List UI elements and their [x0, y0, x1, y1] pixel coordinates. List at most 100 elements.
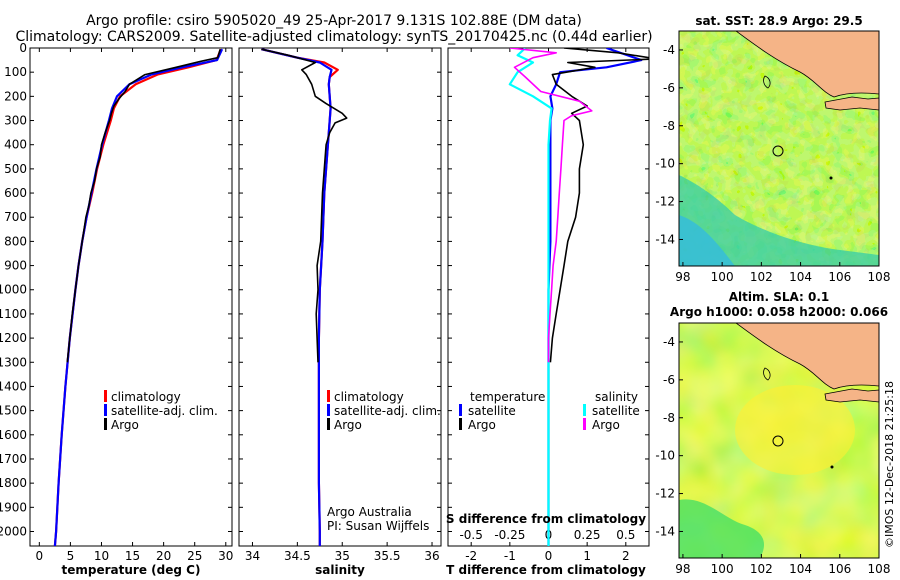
legend-swatch-argo — [459, 418, 462, 430]
lon-tick-label: 108 — [868, 270, 891, 284]
legend-swatch-satellite — [104, 404, 107, 416]
difference-legend: temperature satellite Argo salinity sate… — [459, 390, 640, 432]
x-tick-label: 34.5 — [284, 549, 311, 563]
s-diff-tick-label: -0.25 — [494, 528, 525, 542]
x-tick-label: 5 — [67, 549, 75, 563]
series-line-argo-salinity — [509, 48, 593, 363]
legend-label-argo: Argo — [111, 418, 139, 432]
x-tick-label: 20 — [156, 549, 171, 563]
sst-map — [679, 31, 879, 266]
lat-tick-label: -8 — [663, 411, 675, 425]
depth-axis: 0 100 200 300 400 500 600 700 800 900 1000 1100 1200… — [0, 41, 649, 538]
sla-map-title-line1: Altim. SLA: 0.1 — [729, 290, 830, 304]
depth-tick-label: 300 — [4, 114, 27, 128]
lon-tick-label: 104 — [789, 270, 812, 284]
series-line-climatology — [261, 48, 339, 546]
series-line-satellite-salinity — [508, 48, 553, 546]
series-line-satellite-adj-clim- — [261, 48, 333, 546]
series-line-satellite-adj-clim- — [53, 48, 224, 546]
series-line-argo — [66, 48, 221, 363]
lon-tick-label: 108 — [868, 562, 891, 576]
lat-tick-label: -10 — [655, 157, 675, 171]
x-tick-label: 1 — [583, 549, 591, 563]
depth-tick-label: 700 — [4, 210, 27, 224]
salinity-x-axis: 34 34.5 35 35.5 36 — [245, 48, 440, 563]
sla-low-region — [679, 499, 765, 558]
lon-tick-label: 100 — [711, 270, 734, 284]
legend-title-temperature: temperature — [470, 390, 545, 404]
java-landmass — [824, 388, 879, 403]
depth-tick-label: 1400 — [0, 379, 27, 393]
x-tick-label: -1 — [504, 549, 516, 563]
x-tick-label: 25 — [187, 549, 202, 563]
legend-swatch-climatology — [104, 390, 107, 402]
island-dot — [830, 465, 834, 469]
depth-tick-label: 900 — [4, 259, 27, 273]
sla-map-frame — [678, 322, 880, 559]
attribution-line1: Argo Australia — [327, 505, 412, 519]
legend-swatch-satellite — [327, 404, 330, 416]
difference-series-group — [508, 48, 649, 546]
sla-map — [679, 323, 879, 558]
lon-tick-label: 102 — [750, 270, 773, 284]
x-tick-label: 36 — [424, 549, 439, 563]
x-tick-label: 34 — [245, 549, 260, 563]
x-tick-label: 35 — [335, 549, 350, 563]
x-tick-label: 15 — [125, 549, 140, 563]
lat-tick-label: -12 — [655, 195, 675, 209]
depth-tick-label: 600 — [4, 186, 27, 200]
lon-tick-label: 98 — [675, 270, 690, 284]
salinity-series-group — [261, 48, 348, 546]
depth-tick-label: 0 — [19, 41, 27, 55]
lat-tick-label: -6 — [663, 373, 675, 387]
salinity-panel-frame — [238, 47, 442, 547]
legend-swatch-satellite — [459, 404, 462, 416]
sst-cool-water — [679, 175, 879, 266]
legend-swatch-satellite-salinity — [583, 404, 586, 416]
lat-tick-label: -4 — [663, 43, 675, 57]
depth-tick-label: 1000 — [0, 283, 27, 297]
temperature-x-label: temperature (deg C) — [62, 563, 201, 577]
argo-float-marker — [772, 145, 784, 157]
s-difference-x-label: S difference from climatology — [446, 512, 646, 526]
legend-label-argo: Argo — [468, 418, 496, 432]
legend-swatch-climatology — [327, 390, 330, 402]
lat-tick-label: -14 — [655, 524, 675, 538]
x-tick-label: 2 — [622, 549, 630, 563]
lat-tick-label: -12 — [655, 487, 675, 501]
depth-tick-label: 1300 — [0, 355, 27, 369]
legend-title-salinity: salinity — [595, 390, 638, 404]
legend-swatch-argo — [327, 418, 330, 430]
island-dot — [829, 176, 833, 180]
s-diff-tick-label: 0.5 — [616, 528, 635, 542]
lon-tick-label: 104 — [789, 562, 812, 576]
island-outline — [763, 75, 771, 89]
legend-swatch-argo-salinity — [583, 418, 586, 430]
depth-tick-label: 800 — [4, 234, 27, 248]
lon-tick-label: 98 — [675, 562, 690, 576]
argo-float-marker — [772, 435, 784, 447]
temperature-series-group — [53, 48, 224, 546]
figure-title-line2: Climatology: CARS2009. Satellite-adjuste… — [15, 29, 653, 45]
depth-tick-label: 200 — [4, 89, 27, 103]
series-line-argo — [261, 48, 348, 363]
legend-label-climatology: climatology — [111, 390, 181, 404]
sumatra-landmass — [735, 323, 879, 390]
depth-tick-label: 500 — [4, 162, 27, 176]
x-tick-label: 30 — [218, 549, 233, 563]
lat-tick-label: -14 — [655, 232, 675, 246]
depth-tick-label: 1100 — [0, 307, 27, 321]
legend-swatch-argo — [104, 418, 107, 430]
depth-tick-label: 1200 — [0, 331, 27, 345]
x-tick-label: 0 — [36, 549, 44, 563]
lat-tick-label: -4 — [663, 335, 675, 349]
legend-label-climatology: climatology — [334, 390, 404, 404]
depth-tick-label: 1700 — [0, 452, 27, 466]
series-line-argo — [549, 48, 649, 363]
imos-credit: ©IMOS 12-Dec-2018 21:25:18 — [883, 381, 896, 548]
island-outline — [763, 367, 771, 381]
difference-x-axis: -2 -1 0 1 2 — [465, 48, 630, 563]
depth-tick-label: 400 — [4, 138, 27, 152]
figure-title-line1: Argo profile: csiro 5905020_49 25-Apr-20… — [86, 13, 582, 29]
